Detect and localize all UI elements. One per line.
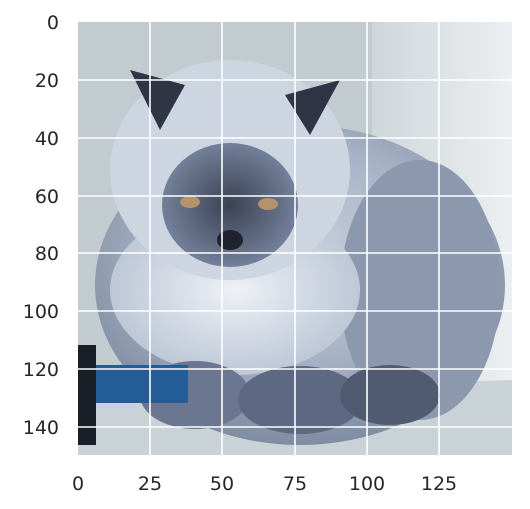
x-tick-label: 100 <box>349 473 385 495</box>
y-tick-label: 40 <box>35 128 59 150</box>
cat-right-flank <box>340 160 500 420</box>
cat-nose <box>217 230 243 250</box>
y-tick-label: 20 <box>35 70 59 92</box>
cat-face-mask <box>162 143 298 267</box>
cat-back-paw <box>340 365 440 425</box>
y-tick-label: 60 <box>35 186 59 208</box>
cat-right-paw <box>238 366 362 434</box>
x-tick-label: 0 <box>72 473 84 495</box>
cat-left-ear <box>130 70 185 130</box>
cat-right-eye <box>258 198 278 210</box>
x-tick-label: 75 <box>283 473 307 495</box>
cat-left-eye <box>180 196 200 208</box>
blue-object <box>78 365 188 403</box>
y-tick-label: 0 <box>47 12 59 34</box>
dark-object <box>78 345 96 445</box>
y-tick-label: 100 <box>23 301 59 323</box>
y-tick-label: 80 <box>35 243 59 265</box>
y-tick-label: 120 <box>23 359 59 381</box>
x-tick-label: 125 <box>421 473 457 495</box>
cat-right-ear <box>285 80 340 135</box>
x-tick-label: 25 <box>138 473 162 495</box>
x-axis-ticks: 0 25 50 75 100 125 <box>72 473 457 495</box>
y-tick-label: 140 <box>23 417 59 439</box>
y-axis-ticks: 0 20 40 60 80 100 120 140 <box>23 12 59 439</box>
grid <box>78 22 512 455</box>
x-tick-label: 50 <box>210 473 234 495</box>
